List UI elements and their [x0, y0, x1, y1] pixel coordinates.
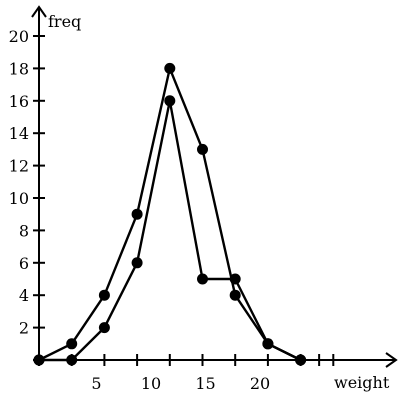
data-point	[262, 338, 274, 350]
y-tick-label: 20	[9, 27, 29, 46]
y-tick-label: 18	[9, 59, 29, 78]
y-tick-labels: 2 4 6 8 10 12 14 16 18 20	[9, 27, 29, 338]
y-tick-label: 4	[19, 286, 29, 305]
data-point	[98, 289, 110, 301]
x-tick-label: 15	[195, 374, 215, 393]
series-line-2	[39, 99, 302, 362]
data-point	[197, 273, 208, 285]
y-tick-label: 8	[19, 221, 29, 240]
data-point	[164, 62, 176, 74]
data-point	[229, 289, 241, 301]
data-point	[164, 95, 176, 107]
y-axis-arrow	[31, 5, 47, 18]
series-line-1	[38, 67, 302, 362]
data-point	[33, 354, 45, 366]
data-point	[131, 257, 143, 269]
series-group	[33, 62, 307, 366]
data-point	[295, 354, 307, 366]
data-point	[98, 322, 110, 334]
y-tick-label: 6	[19, 254, 29, 273]
data-point	[131, 208, 143, 220]
y-tick-label: 10	[9, 189, 29, 208]
y-axis-title: freq	[48, 12, 81, 31]
x-tick-label: 20	[250, 374, 270, 393]
x-tick-label: 10	[141, 374, 161, 393]
y-tick-label: 12	[9, 157, 29, 176]
x-tick-labels: 5 10 15 20	[91, 374, 270, 393]
axes	[31, 5, 398, 368]
data-point	[66, 354, 78, 366]
y-tick-label: 2	[19, 319, 29, 338]
y-tick-label: 14	[9, 124, 29, 143]
data-point	[197, 143, 208, 155]
data-point	[229, 273, 241, 285]
y-ticks	[33, 35, 45, 329]
data-point	[66, 338, 78, 350]
y-tick-label: 16	[9, 92, 29, 111]
x-tick-label: 5	[91, 374, 101, 393]
x-axis-arrow	[385, 352, 398, 368]
x-axis-title: weight	[334, 373, 390, 392]
